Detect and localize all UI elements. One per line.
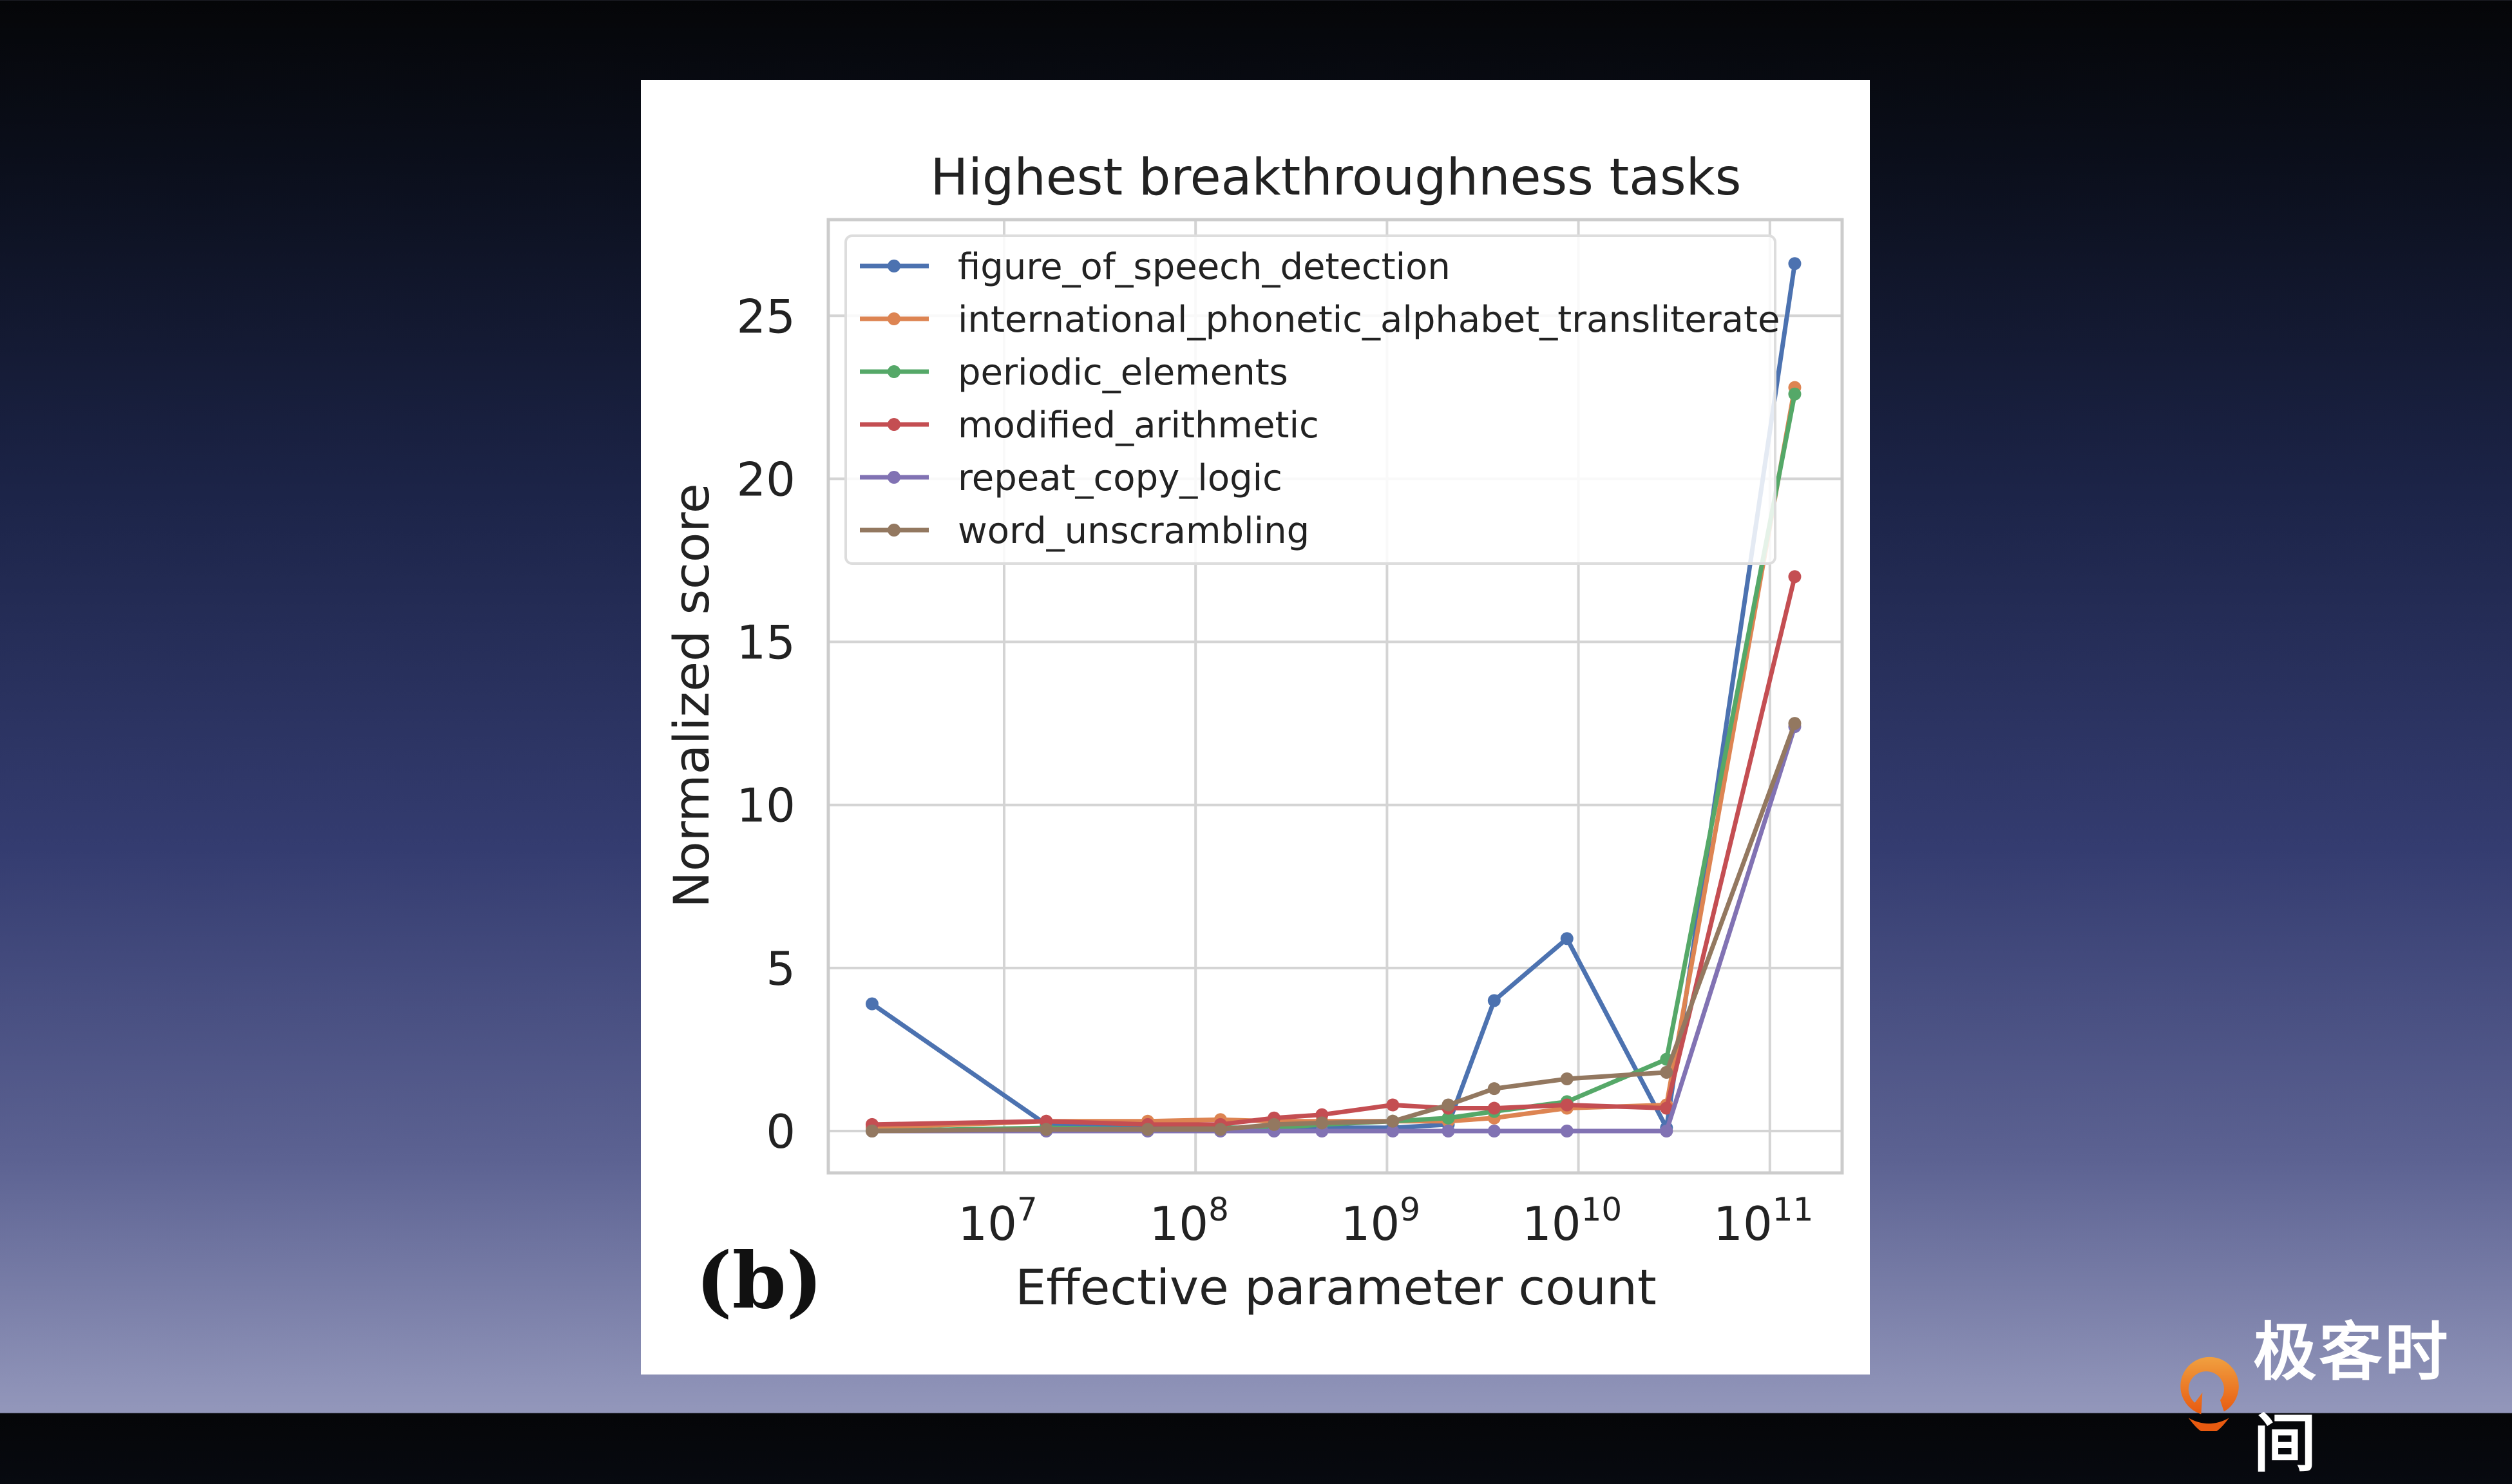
legend-marker [888, 312, 900, 325]
y-tick-label: 5 [766, 942, 795, 996]
data-point [1487, 994, 1501, 1007]
x-axis-label: Effective parameter count [1015, 1259, 1657, 1316]
data-point [1788, 257, 1802, 271]
legend-label: international_phonetic_alphabet_translit… [958, 299, 1780, 341]
legend-label: figure_of_speech_detection [958, 246, 1451, 288]
y-tick-label: 0 [766, 1105, 795, 1159]
legend-label: word_unscrambling [958, 510, 1309, 552]
legend: figure_of_speech_detection international_… [844, 234, 1780, 565]
data-point [1268, 1118, 1281, 1131]
chart-title: Highest breakthroughness tasks [931, 149, 1742, 207]
x-tick-label: 1010 [1522, 1191, 1622, 1251]
plot-frame [826, 218, 1844, 1175]
legend-label: periodic_elements [958, 352, 1288, 394]
legend-marker [888, 524, 900, 537]
data-point [1040, 1123, 1053, 1136]
data-point [1560, 932, 1574, 946]
data-point [1560, 1098, 1574, 1112]
data-point [1788, 717, 1802, 730]
watermark-logo: 极客时间 [2177, 1301, 2512, 1484]
x-tick-label: 107 [958, 1191, 1037, 1251]
data-point [1660, 1065, 1673, 1079]
series-word-unscrambling [865, 717, 1802, 1137]
data-point [1442, 1111, 1455, 1125]
series-modified-arithmetic [865, 570, 1802, 1131]
y-axis-label: Normalized score [663, 483, 720, 908]
series-line [871, 722, 1797, 1134]
data-point [1660, 1101, 1673, 1115]
data-point [1660, 1125, 1673, 1137]
data-point [1788, 570, 1802, 584]
panel-label: (b) [696, 1235, 823, 1326]
data-point [1442, 1098, 1455, 1112]
data-point [1788, 387, 1802, 401]
x-tick-label: 1011 [1713, 1191, 1813, 1251]
y-tick-label: 25 [736, 289, 795, 343]
ticks: 107 108 109 1010 1011 0 5 10 15 20 25 [736, 289, 1813, 1251]
data-point [1213, 1123, 1227, 1136]
data-point [1386, 1125, 1400, 1137]
data-point [1141, 1123, 1154, 1136]
y-tick-label: 15 [736, 616, 795, 670]
legend-box [844, 234, 1776, 565]
data-point [1560, 1125, 1574, 1137]
logo-pin-icon [2180, 1356, 2239, 1431]
series-line [871, 726, 1797, 1134]
data-point [1386, 1114, 1400, 1128]
data-point [1315, 1116, 1329, 1130]
data-point [1442, 1125, 1455, 1137]
watermark-text: 极客时间 [2253, 1316, 2451, 1481]
x-tick-label: 109 [1341, 1191, 1420, 1251]
data-point [1487, 1125, 1501, 1137]
series-group [865, 257, 1802, 1137]
legend-label: repeat_copy_logic [958, 457, 1282, 499]
data-point [1487, 1082, 1501, 1096]
data-point [865, 1125, 879, 1137]
y-tick-label: 20 [736, 452, 795, 506]
y-tick-label: 10 [736, 779, 795, 833]
legend-marker [888, 471, 900, 484]
data-point [865, 997, 879, 1011]
data-point [1386, 1098, 1400, 1112]
legend-marker [888, 365, 900, 378]
data-point [1560, 1072, 1574, 1085]
legend-marker [888, 418, 900, 431]
legend-label: modified_arithmetic [958, 404, 1319, 446]
chart: figure_of_speech_detection international_… [663, 149, 1844, 1326]
data-point [1487, 1101, 1501, 1115]
legend-marker [888, 260, 900, 272]
x-tick-label: 108 [1149, 1191, 1228, 1251]
series-line [871, 576, 1797, 1127]
